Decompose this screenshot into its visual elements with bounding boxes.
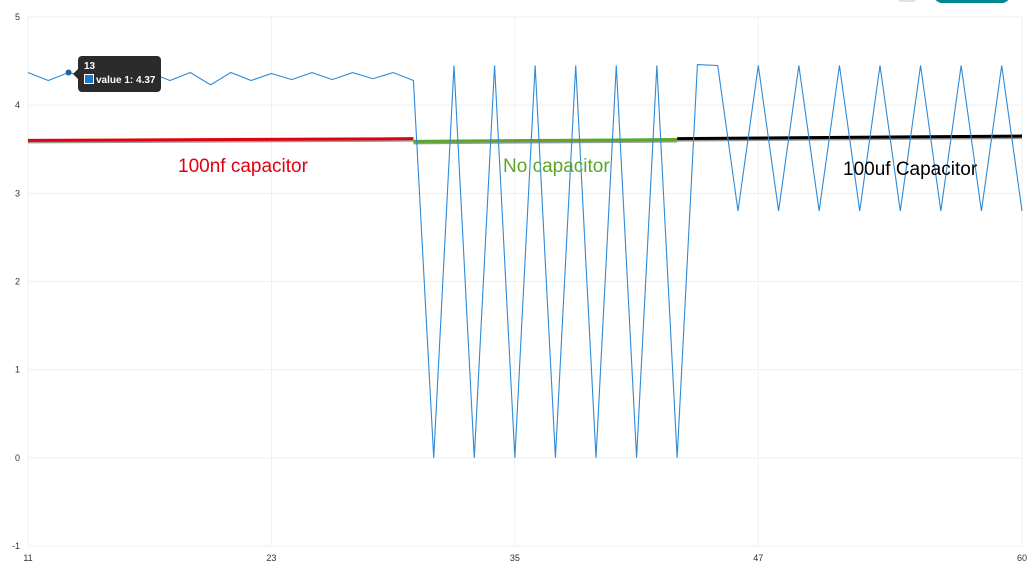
y-tick-label: 1 bbox=[15, 365, 20, 375]
x-axis: 11 23 35 47 60 bbox=[23, 553, 1027, 563]
x-tick-label: 60 bbox=[1017, 553, 1027, 563]
x-tick-label: 23 bbox=[266, 553, 276, 563]
y-tick-label: 5 bbox=[15, 12, 20, 22]
grid bbox=[27, 16, 1023, 547]
tooltip-title: 13 bbox=[84, 61, 96, 72]
y-tick-label: -1 bbox=[12, 541, 20, 551]
annotation-lines bbox=[27, 134, 1023, 145]
hovered-point bbox=[65, 69, 72, 76]
annotation-line-shadow bbox=[413, 140, 678, 145]
series bbox=[27, 64, 1023, 458]
annotation-line bbox=[413, 138, 678, 143]
y-tick-label: 4 bbox=[15, 100, 20, 110]
top-toolbar-button[interactable] bbox=[898, 0, 916, 2]
annotation-label: 100uf Capacitor bbox=[843, 159, 978, 180]
tooltip-row: value 1: 4.37 bbox=[84, 74, 155, 88]
y-tick-label: 2 bbox=[15, 277, 20, 287]
x-tick-label: 47 bbox=[753, 553, 763, 563]
x-tick-label: 35 bbox=[510, 553, 520, 563]
tooltip: 13 value 1: 4.37 bbox=[72, 56, 162, 92]
annotation-label: 100nf capacitor bbox=[178, 156, 309, 177]
series-swatch-icon bbox=[84, 74, 94, 84]
y-axis: -1 0 1 2 3 4 5 bbox=[12, 12, 20, 551]
x-tick-label: 11 bbox=[23, 553, 32, 563]
tooltip-marker bbox=[65, 69, 72, 76]
annotation-label: No capacitor bbox=[503, 156, 610, 177]
top-action-button[interactable] bbox=[934, 0, 1010, 3]
annotation-line bbox=[27, 137, 414, 142]
tooltip-value: value 1: 4.37 bbox=[96, 75, 156, 86]
y-tick-label: 3 bbox=[15, 188, 20, 198]
annotation-labels: 100nf capacitor No capacitor 100uf Capacit… bbox=[178, 156, 978, 180]
annotation-line-shadow bbox=[27, 139, 414, 144]
y-tick-label: 0 bbox=[15, 453, 20, 463]
series-line bbox=[27, 64, 1023, 458]
